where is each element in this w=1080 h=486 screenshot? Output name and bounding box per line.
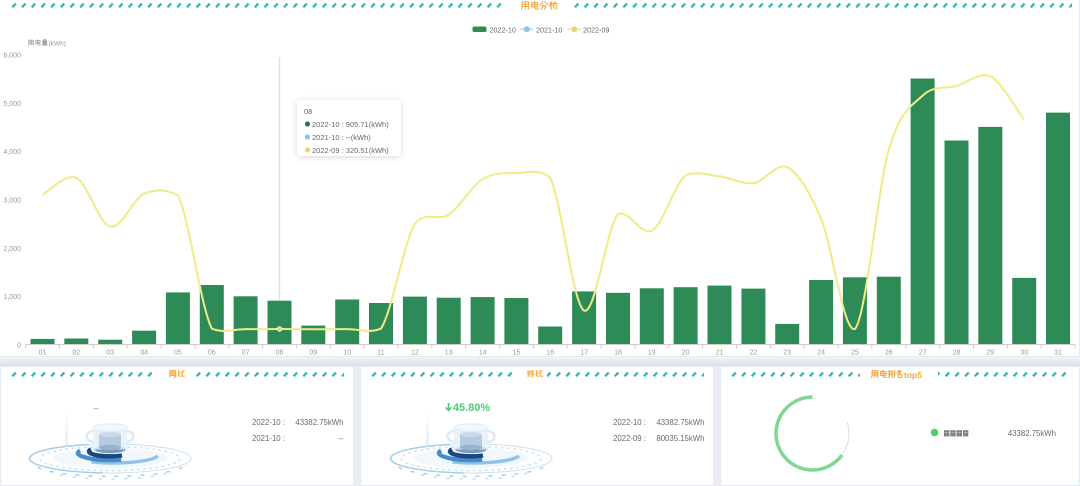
svg-text:13: 13	[445, 350, 453, 357]
svg-text:27: 27	[919, 350, 927, 357]
svg-text:2021-10: 2021-10	[536, 26, 562, 35]
svg-text:24: 24	[817, 350, 825, 357]
svg-text:(kWh): (kWh)	[49, 41, 66, 48]
svg-text:16: 16	[546, 350, 554, 357]
svg-text:3,000: 3,000	[3, 198, 21, 205]
svg-text:10: 10	[343, 350, 351, 357]
svg-text:05: 05	[174, 350, 182, 357]
svg-text:23: 23	[783, 350, 791, 357]
svg-text:06: 06	[208, 350, 216, 357]
svg-text:29: 29	[986, 350, 994, 357]
svg-text:04: 04	[140, 350, 148, 357]
svg-text:5,000: 5,000	[3, 101, 21, 108]
svg-text:1,000: 1,000	[3, 294, 21, 301]
svg-text:30: 30	[1020, 350, 1028, 357]
svg-text:17: 17	[580, 350, 588, 357]
svg-text:19: 19	[648, 350, 656, 357]
svg-text:top5: top5	[904, 370, 922, 380]
svg-text:6,000: 6,000	[3, 53, 21, 60]
svg-text:18: 18	[614, 350, 622, 357]
svg-text:22: 22	[750, 350, 758, 357]
svg-text:2,000: 2,000	[3, 246, 21, 253]
svg-text:4,000: 4,000	[3, 149, 21, 156]
svg-text:26: 26	[885, 350, 893, 357]
svg-text:02: 02	[72, 350, 80, 357]
svg-text:0: 0	[17, 343, 21, 350]
svg-text:15: 15	[513, 350, 521, 357]
svg-text:03: 03	[106, 350, 114, 357]
svg-text:20: 20	[682, 350, 690, 357]
svg-text:25: 25	[851, 350, 859, 357]
svg-text:09: 09	[309, 350, 317, 357]
svg-text:31: 31	[1054, 350, 1062, 357]
svg-text:14: 14	[479, 350, 487, 357]
svg-text:12: 12	[411, 350, 419, 357]
svg-text:21: 21	[716, 350, 724, 357]
svg-text:07: 07	[242, 350, 250, 357]
svg-text:01: 01	[39, 350, 47, 357]
svg-text:08: 08	[276, 350, 284, 357]
svg-text:11: 11	[377, 350, 384, 357]
svg-text:28: 28	[953, 350, 961, 357]
svg-text:2022-10: 2022-10	[490, 26, 516, 35]
svg-text:2022-09: 2022-09	[583, 26, 609, 35]
